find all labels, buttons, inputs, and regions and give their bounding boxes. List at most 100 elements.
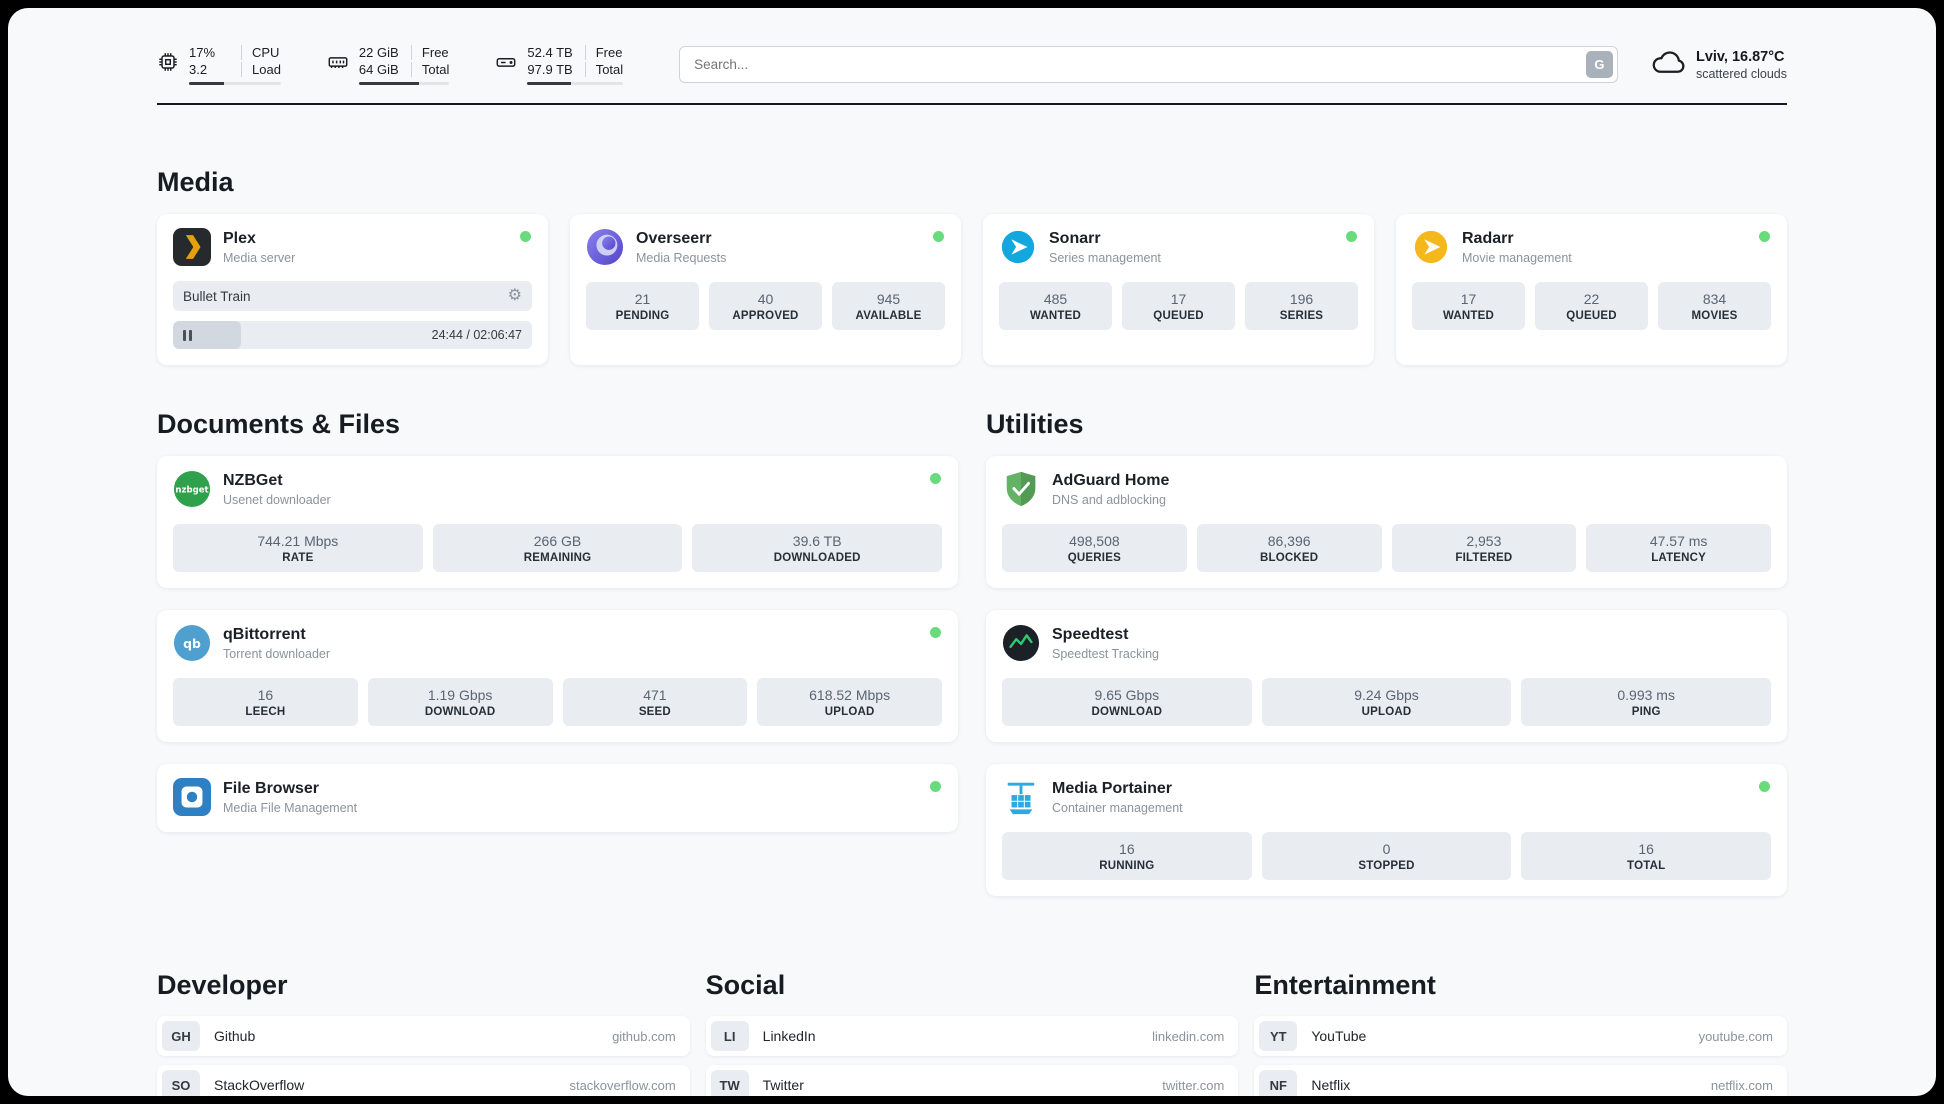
- search-engine-button[interactable]: G: [1585, 51, 1613, 78]
- bookmark-linkedin[interactable]: LI LinkedIn linkedin.com: [705, 1016, 1239, 1056]
- ram-icon: [327, 51, 349, 73]
- bookmark-url: stackoverflow.com: [569, 1077, 676, 1093]
- app-card-nzbget[interactable]: nzbget NZBGet Usenet downloader 744.21 M…: [157, 456, 958, 588]
- adguard-icon: [1002, 470, 1040, 508]
- bookmark-url: youtube.com: [1698, 1028, 1773, 1044]
- now-playing-row: Bullet Train ⚙: [173, 281, 532, 311]
- cpu-icon: [157, 51, 179, 73]
- bookmark-name: YouTube: [1311, 1028, 1367, 1044]
- pause-icon[interactable]: [183, 329, 192, 341]
- bookmark-group-entertainment: Entertainment YT YouTube youtube.com NF …: [1254, 970, 1787, 1096]
- status-dot: [930, 781, 941, 792]
- bookmark-youtube[interactable]: YT YouTube youtube.com: [1254, 1016, 1787, 1056]
- disk-total-value: 97.9 TB: [527, 61, 573, 77]
- disk-free-value: 52.4 TB: [527, 44, 573, 60]
- portainer-icon: [1002, 778, 1040, 816]
- bookmark-abbr: LI: [710, 1021, 749, 1051]
- stat-row: 21 PENDING 40 APPROVED 945 AVAILABLE: [586, 282, 945, 330]
- disk-total-label: Total: [584, 61, 623, 77]
- app-name: Media Portainer: [1052, 779, 1173, 797]
- disk-progress-bar: [527, 81, 624, 85]
- app-name: Overseerr: [636, 229, 712, 247]
- stat-box: 17 QUEUED: [1122, 282, 1235, 330]
- stat-box: 2,953 FILTERED: [1391, 524, 1577, 572]
- bookmark-twitter[interactable]: TW Twitter twitter.com: [705, 1065, 1239, 1096]
- search-input[interactable]: [679, 46, 1618, 83]
- app-card-sonarr[interactable]: Sonarr Series management 485 WANTED 17 QUE…: [983, 214, 1374, 365]
- app-name: NZBGet: [223, 471, 283, 489]
- stat-box: 618.52 Mbps UPLOAD: [757, 678, 942, 726]
- app-card-overseerr[interactable]: Overseerr Media Requests 21 PENDING 40 APP…: [570, 214, 961, 365]
- search-bar: G: [679, 46, 1618, 83]
- weather-location: Lviv, 16.87°C: [1695, 48, 1785, 65]
- section-title-documents: Documents & Files: [157, 409, 401, 439]
- stat-box: 0.993 ms PING: [1521, 678, 1772, 726]
- app-name: File Browser: [223, 779, 320, 797]
- status-dot: [930, 627, 941, 638]
- bookmark-abbr: SO: [162, 1070, 200, 1096]
- disk-free-label: Free: [584, 44, 623, 60]
- bookmark-name: Twitter: [762, 1077, 804, 1093]
- bookmark-url: netflix.com: [1710, 1077, 1773, 1093]
- ram-free-label: Free: [410, 44, 449, 60]
- app-subtitle: Movie management: [1462, 250, 1572, 265]
- gear-icon[interactable]: ⚙: [507, 287, 522, 304]
- stat-box: 471 SEED: [562, 678, 748, 726]
- bookmark-abbr: YT: [1259, 1021, 1298, 1051]
- app-card-radarr[interactable]: Radarr Movie management 17 WANTED 22 QUEUE…: [1396, 214, 1787, 365]
- header-divider: [157, 103, 1787, 105]
- stat-box: 47.57 ms LATENCY: [1586, 524, 1771, 572]
- stat-box: 86,396 BLOCKED: [1196, 524, 1382, 572]
- ram-total-label: Total: [410, 61, 449, 77]
- app-card-filebrowser[interactable]: File Browser Media File Management: [157, 764, 958, 832]
- app-card-portainer[interactable]: Media Portainer Container management 16 R…: [986, 764, 1787, 896]
- speedtest-icon: [1002, 624, 1040, 662]
- radarr-icon: [1412, 228, 1450, 266]
- stat-box: 16 LEECH: [173, 678, 358, 726]
- weather-condition: scattered clouds: [1695, 66, 1787, 81]
- bookmark-url: linkedin.com: [1152, 1028, 1225, 1044]
- cpu-label: CPU: [241, 44, 281, 60]
- status-dot: [933, 231, 944, 242]
- media-player-bar[interactable]: 24:44 / 02:06:47: [173, 321, 532, 349]
- bookmark-netflix[interactable]: NF Netflix netflix.com: [1254, 1065, 1787, 1096]
- weather-widget: Lviv, 16.87°C scattered clouds: [1650, 44, 1787, 85]
- app-name: AdGuard Home: [1052, 471, 1170, 489]
- utilities-column: Utilities AdGuard Home DNS and adblockin…: [986, 409, 1787, 896]
- bookmark-github[interactable]: GH Github github.com: [157, 1016, 690, 1056]
- cpu-metric: 17% CPU 3.2 Load: [157, 44, 281, 85]
- bookmark-stackoverflow[interactable]: SO StackOverflow stackoverflow.com: [157, 1065, 690, 1096]
- documents-column: Documents & Files nzbget NZBGet Usenet d…: [157, 409, 958, 896]
- bookmark-url: twitter.com: [1162, 1077, 1225, 1093]
- section-title-media: Media: [157, 167, 234, 197]
- app-card-adguard[interactable]: AdGuard Home DNS and adblocking 498,508 Q…: [986, 456, 1787, 588]
- stat-row: 498,508 QUERIES 86,396 BLOCKED 2,953 FILTER…: [1002, 524, 1771, 572]
- media-card-grid: Plex Media server Bullet Train ⚙ 24:44 /…: [157, 214, 1787, 365]
- cpu-usage-value: 17%: [189, 44, 216, 60]
- stat-box: 9.65 Gbps DOWNLOAD: [1002, 678, 1252, 726]
- bookmark-name: Github: [214, 1028, 256, 1044]
- app-name: Radarr: [1462, 229, 1514, 247]
- stat-row: 744.21 Mbps RATE 266 GB REMAINING 39.6 TB D…: [173, 524, 943, 572]
- disk-metric: 52.4 TB Free 97.9 TB Total: [495, 44, 624, 85]
- app-subtitle: Speedtest Tracking: [1052, 646, 1160, 661]
- app-subtitle: Media Requests: [636, 250, 727, 265]
- status-dot: [930, 473, 941, 484]
- plex-icon: [173, 228, 211, 266]
- top-bar: 17% CPU 3.2 Load 22 GiB Free 64 GiB Tota…: [157, 44, 1787, 85]
- app-card-speedtest[interactable]: Speedtest Speedtest Tracking 9.65 Gbps DO…: [986, 610, 1787, 742]
- ram-metric: 22 GiB Free 64 GiB Total: [327, 44, 450, 85]
- bookmark-group-social: Social LI LinkedIn linkedin.com TW Twitt…: [705, 970, 1239, 1096]
- svg-text:qb: qb: [183, 637, 201, 651]
- app-card-plex[interactable]: Plex Media server Bullet Train ⚙ 24:44 /…: [157, 214, 548, 365]
- app-subtitle: Container management: [1052, 800, 1183, 815]
- ram-free-value: 22 GiB: [358, 44, 399, 60]
- stat-row: 16 RUNNING 0 STOPPED 16 TOTAL: [1002, 832, 1772, 880]
- app-card-qbittorrent[interactable]: qb qBittorrent Torrent downloader 16 LEEC…: [157, 610, 958, 742]
- stat-row: 485 WANTED 17 QUEUED 196 SERIES: [999, 282, 1358, 330]
- status-dot: [1346, 231, 1357, 242]
- status-dot: [1759, 781, 1770, 792]
- dashboard-page: 17% CPU 3.2 Load 22 GiB Free 64 GiB Tota…: [8, 8, 1936, 1096]
- ram-total-value: 64 GiB: [358, 61, 399, 77]
- app-subtitle: Media File Management: [223, 800, 358, 815]
